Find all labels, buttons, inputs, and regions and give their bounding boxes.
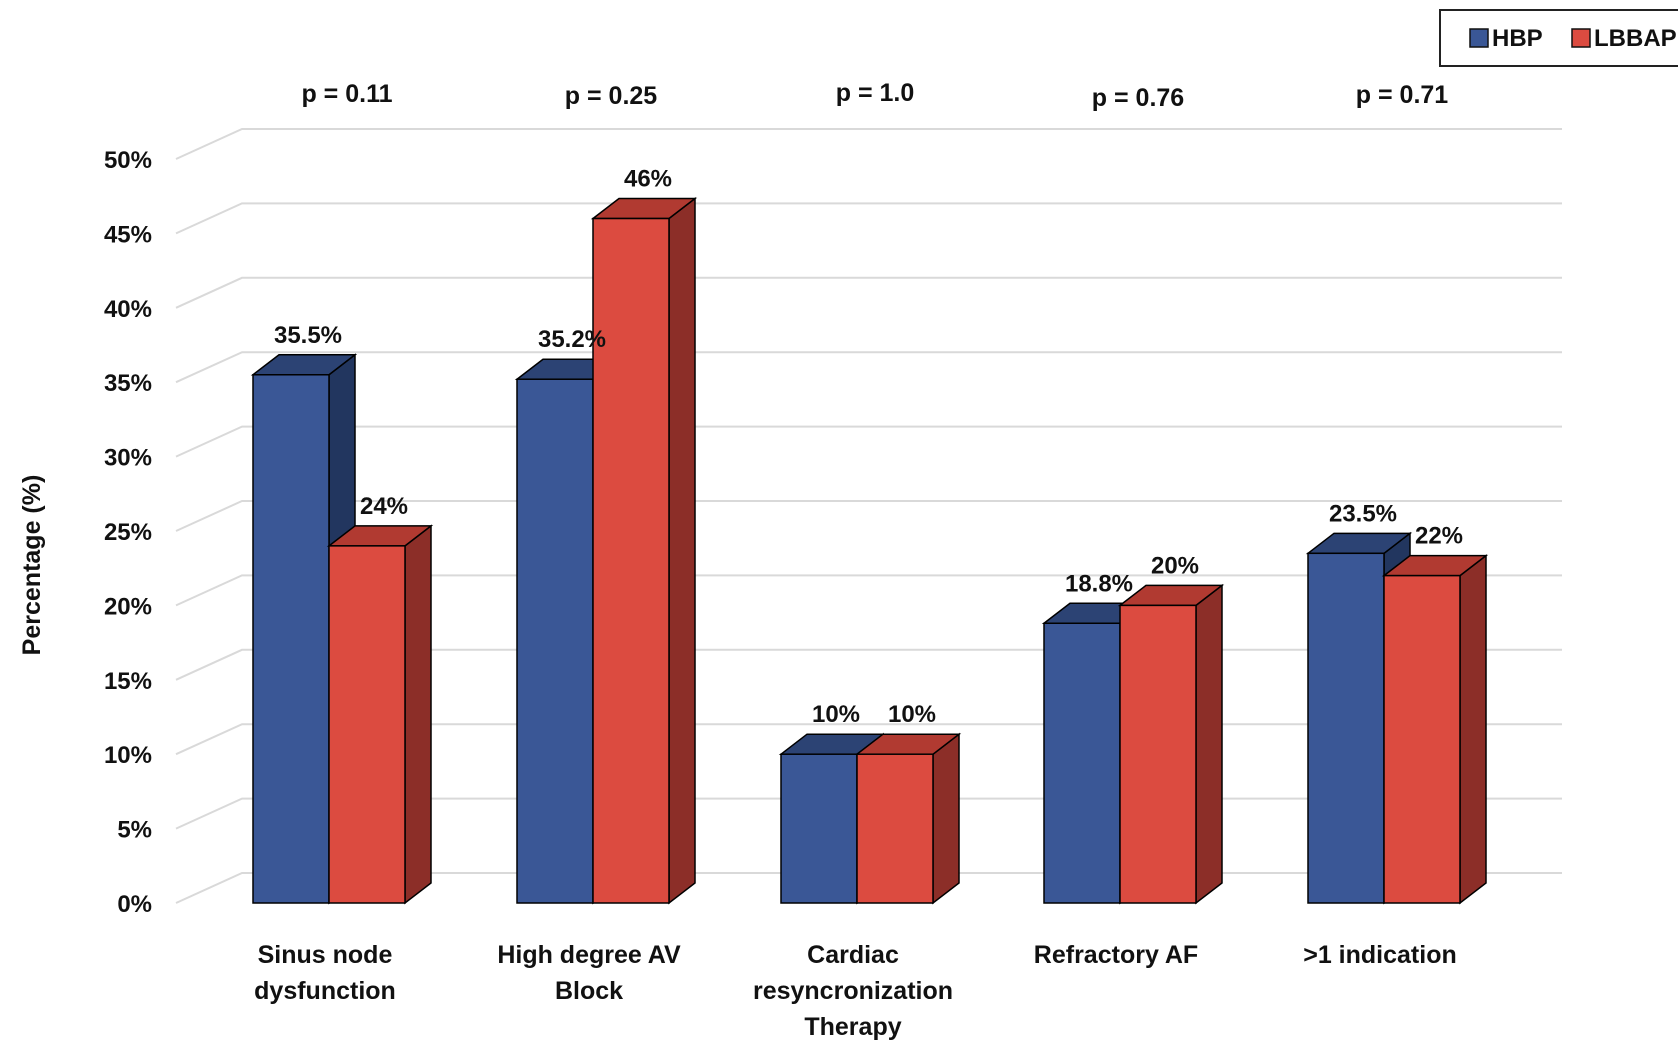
bar-lbbap (1381, 554, 1489, 905)
category-label-line: Sinus node (258, 941, 393, 969)
bar-front-face (252, 374, 330, 904)
gridline (175, 351, 1562, 384)
bar-front-face (780, 753, 858, 904)
data-label: 24% (360, 493, 408, 520)
data-labels: 35.5% 24% 35.2% 46% 10% 10% 18.8% 20% 23.5% 22% (274, 166, 1463, 729)
y-tick-label: 45% (104, 221, 152, 248)
bar-side-face (1459, 554, 1487, 905)
gridline (175, 202, 1562, 235)
category-label: Sinus node dysfunction (254, 941, 396, 1005)
p-value-annotations: p = 0.11 p = 0.25 p = 1.0 p = 0.76 p = 0.71 (301, 79, 1448, 112)
data-label: 35.5% (274, 322, 342, 349)
bar-side-face (404, 524, 432, 905)
legend: HBP LBBAP (1439, 9, 1678, 67)
data-label: 46% (624, 166, 672, 193)
y-tick-label: 15% (104, 668, 152, 695)
p-value-label: p = 0.11 (301, 80, 392, 108)
category-label-line: dysfunction (254, 977, 396, 1005)
category-label-line: resyncronization (753, 977, 953, 1005)
x-axis-categories: Sinus node dysfunction High degree AV Block… (254, 941, 1457, 1041)
category-label-line: Block (555, 977, 623, 1005)
data-label: 22% (1415, 523, 1463, 550)
bar-front-face (1119, 604, 1197, 904)
bars (250, 196, 1489, 905)
category-label-line: Refractory AF (1034, 941, 1198, 969)
bar-front-face (592, 217, 670, 904)
y-tick-label: 10% (104, 742, 152, 769)
bar-front-face (856, 753, 934, 904)
gridlines (175, 128, 1562, 904)
gridline (175, 500, 1562, 532)
p-value-label: p = 0.76 (1092, 84, 1184, 112)
legend-label-lbbap: LBBAP (1594, 25, 1677, 52)
gridline (175, 425, 1562, 458)
bar-side-face (932, 732, 960, 905)
category-label: >1 indication (1303, 941, 1457, 969)
category-label: Refractory AF (1034, 941, 1198, 969)
bar-front-face (1383, 574, 1461, 904)
category-label-line: Cardiac (807, 941, 899, 969)
y-tick-label: 40% (104, 296, 152, 323)
data-label: 18.8% (1065, 570, 1133, 597)
bar-front-face (516, 378, 594, 904)
y-tick-label: 30% (104, 445, 152, 472)
bar-front-face (1043, 622, 1121, 904)
y-axis-ticks: 0% 5% 10% 15% 20% 25% 30% 35% 40% 45% 50% (104, 147, 152, 918)
y-tick-label: 20% (104, 593, 152, 620)
y-tick-label: 35% (104, 370, 152, 397)
gridline (175, 574, 1562, 607)
p-value-label: p = 1.0 (836, 79, 915, 107)
bar-side-face (668, 196, 696, 905)
y-axis-title: Percentage (%) (18, 475, 46, 656)
gridline (175, 128, 1562, 160)
y-tick-label: 25% (104, 519, 152, 546)
legend-swatch-lbbap (1571, 28, 1591, 48)
p-value-label: p = 0.25 (565, 82, 658, 110)
bar-side-face (1195, 583, 1223, 905)
data-label: 35.2% (538, 326, 606, 353)
gridline (175, 276, 1562, 309)
data-label: 23.5% (1329, 500, 1397, 527)
legend-swatch-hbp (1469, 28, 1489, 48)
bar-front-face (328, 545, 406, 904)
data-label: 10% (888, 701, 936, 728)
category-label: High degree AV Block (497, 941, 681, 1005)
category-label-line: Therapy (804, 1013, 901, 1041)
p-value-label: p = 0.71 (1356, 81, 1449, 109)
category-label-line: High degree AV (497, 941, 681, 969)
bar-lbbap (1117, 583, 1225, 905)
data-label: 20% (1151, 552, 1199, 579)
legend-label-hbp: HBP (1492, 25, 1543, 52)
bar-front-face (1307, 552, 1385, 904)
category-label-line: >1 indication (1303, 941, 1457, 969)
category-label: Cardiac resyncronization Therapy (753, 941, 953, 1041)
y-tick-label: 5% (117, 817, 152, 844)
data-label: 10% (812, 701, 860, 728)
y-tick-label: 0% (117, 891, 152, 918)
y-tick-label: 50% (104, 147, 152, 174)
bar-lbbap (590, 196, 698, 905)
bar-lbbap (326, 524, 434, 905)
bar-lbbap (854, 732, 962, 905)
